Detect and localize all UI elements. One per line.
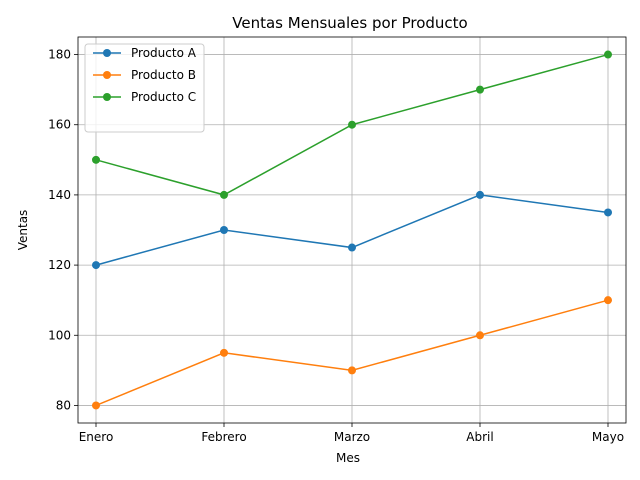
x-tick-label: Marzo [334,430,370,444]
x-tick-label: Abril [466,430,493,444]
x-tick-label: Febrero [201,430,246,444]
data-point [92,155,100,164]
legend-item: Producto B [93,68,196,82]
legend-label: Producto C [131,90,196,104]
data-point [220,226,228,234]
series-producto-c [92,50,612,199]
legend-marker [103,71,111,79]
data-point [604,296,612,305]
series-layer [92,50,612,410]
legend-box [84,43,205,133]
legend-marker [103,93,111,101]
legend-item: Producto A [93,46,197,60]
y-tick-label: 120 [48,258,71,272]
x-tick-label: Mayo [592,430,624,444]
legend-label: Producto A [131,46,197,60]
data-point [220,348,228,357]
series-producto-a [92,190,612,270]
x-axis-label: Mes [336,451,360,465]
y-axis: 80 100 120 140 160 180 [48,48,78,412]
legend-marker [103,49,111,57]
chart-title: Ventas Mensuales por Producto [232,14,467,32]
x-axis: Enero Febrero Marzo Abril Mayo [79,423,624,444]
x-tick-label: Enero [79,430,114,444]
y-tick-label: 180 [48,48,71,62]
data-point [92,261,100,270]
data-point [348,243,356,252]
y-tick-label: 140 [48,188,71,202]
data-point [604,50,612,59]
y-tick-label: 160 [48,118,71,132]
data-point [476,85,484,94]
y-axis-label: Ventas [16,210,30,251]
data-point [348,366,356,375]
data-point [348,120,356,129]
data-point [476,331,484,340]
legend: Producto A Producto B Producto C [84,43,205,133]
data-point [92,401,100,410]
legend-item: Producto C [93,90,196,104]
data-point [476,190,484,199]
series-producto-b [92,296,612,410]
legend-label: Producto B [131,68,196,82]
data-point [604,208,612,217]
data-point [220,190,228,199]
y-tick-label: 100 [48,328,71,342]
y-tick-label: 80 [56,398,71,412]
